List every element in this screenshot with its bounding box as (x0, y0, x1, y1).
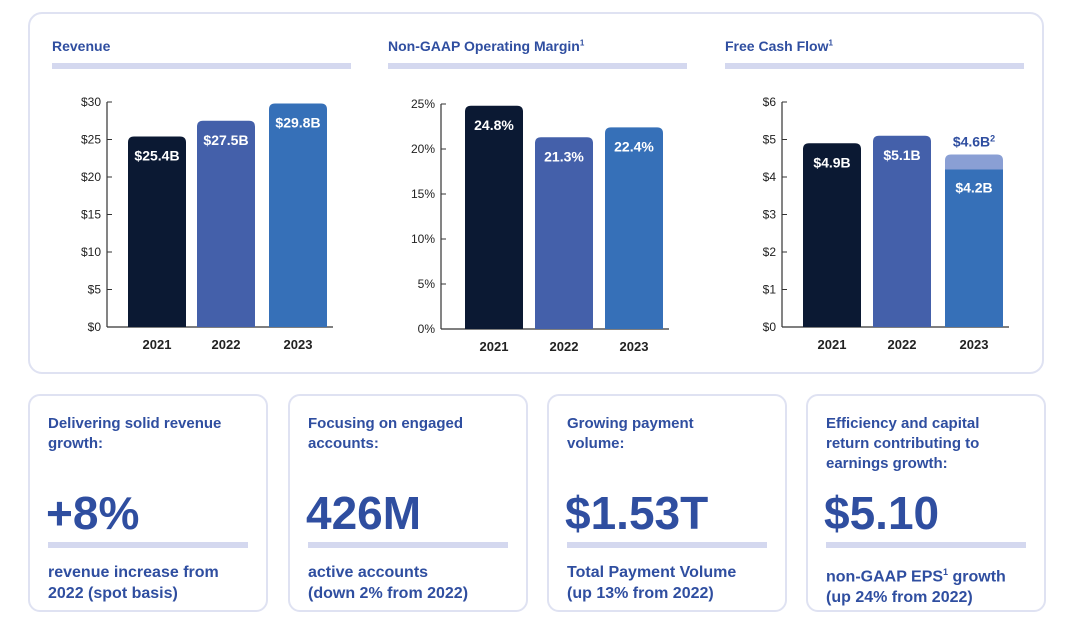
divider (308, 542, 508, 548)
bar (535, 137, 593, 329)
card-value: +8% (46, 487, 140, 539)
y-tick-label: $15 (81, 208, 101, 222)
divider (52, 63, 351, 69)
card-heading: Focusing on engaged accounts: (308, 415, 464, 452)
card-heading: Growing payment volume: (567, 415, 694, 452)
y-tick-label: $20 (81, 170, 101, 184)
card-value: $1.53T (565, 487, 709, 539)
y-tick-label: 5% (418, 277, 436, 291)
divider (388, 63, 687, 69)
bar-label: $4.2B (955, 180, 992, 196)
x-tick-label: 2021 (143, 337, 172, 352)
bar (465, 105, 523, 329)
bar (873, 135, 931, 327)
card-payment-volume: Growing payment volume: $1.53T Total Pay… (547, 394, 787, 612)
revenue-title: Revenue (52, 38, 111, 54)
y-tick-label: $0 (763, 320, 777, 334)
bar-label: $5.1B (883, 147, 920, 163)
bar-label: $25.4B (134, 148, 179, 164)
bar-label: $27.5B (203, 132, 248, 148)
bar-label: $29.8B (275, 115, 320, 131)
divider (725, 63, 1024, 69)
y-tick-label: $25 (81, 133, 101, 147)
bar (269, 103, 327, 327)
x-tick-label: 2023 (284, 337, 313, 352)
divider (567, 542, 767, 548)
card-value: $5.10 (824, 487, 940, 539)
y-tick-label: $30 (81, 95, 101, 109)
margin-title: Non-GAAP Operating Margin1 (388, 38, 585, 54)
card-revenue-growth: Delivering solid revenue growth: +8% rev… (28, 394, 268, 612)
x-tick-label: 2022 (212, 337, 241, 352)
bar (803, 143, 861, 327)
y-tick-label: 15% (411, 187, 435, 201)
y-tick-label: $0 (88, 320, 102, 334)
bar (128, 136, 186, 327)
bar-label: 24.8% (474, 117, 514, 133)
card-heading: Delivering solid revenue growth: (48, 415, 222, 452)
card-desc: Total Payment Volume (up 13% from 2022) (567, 564, 737, 602)
divider (826, 542, 1026, 548)
y-tick-label: $5 (763, 133, 777, 147)
card-eps: Efficiency and capital return contributi… (806, 394, 1046, 612)
bar-total-label: $4.6B2 (953, 134, 995, 150)
x-tick-label: 2023 (620, 339, 649, 354)
x-tick-label: 2022 (888, 337, 917, 352)
card-accounts: Focusing on engaged accounts: 426M activ… (288, 394, 528, 612)
bar-label: $4.9B (813, 154, 850, 170)
bar (605, 127, 663, 330)
y-tick-label: 0% (418, 322, 436, 336)
x-tick-label: 2022 (550, 339, 579, 354)
charts-svg: $0 $5 $10 $15 $20 $25 $30 $25.4B 2021 $27.5B 2022 $… (81, 95, 1009, 354)
bar (945, 169, 1003, 327)
x-tick-label: 2021 (480, 339, 509, 354)
x-tick-label: 2021 (818, 337, 847, 352)
card-desc: active accounts (down 2% from 2022) (308, 564, 469, 602)
y-tick-label: $4 (763, 170, 777, 184)
y-tick-label: $2 (763, 245, 777, 259)
y-tick-label: $5 (88, 283, 102, 297)
y-tick-label: 20% (411, 142, 435, 156)
y-tick-label: $10 (81, 245, 101, 259)
bar-label: 21.3% (544, 148, 584, 164)
card-desc: revenue increase from 2022 (spot basis) (48, 564, 219, 602)
x-tick-label: 2023 (960, 337, 989, 352)
card-heading: Efficiency and capital return contributi… (826, 415, 980, 472)
divider (48, 542, 248, 548)
card-value: 426M (306, 487, 422, 539)
fcf-title: Free Cash Flow1 (725, 38, 833, 54)
charts-panel (28, 12, 1044, 374)
y-tick-label: 10% (411, 232, 435, 246)
y-tick-label: $1 (763, 283, 777, 297)
y-tick-label: $3 (763, 208, 777, 222)
bar (197, 120, 255, 327)
y-tick-label: 25% (411, 97, 435, 111)
card-desc: non-GAAP EPS1 growth (up 24% from 2022) (826, 567, 1006, 607)
y-tick-label: $6 (763, 95, 777, 109)
bar-label: 22.4% (614, 138, 654, 154)
